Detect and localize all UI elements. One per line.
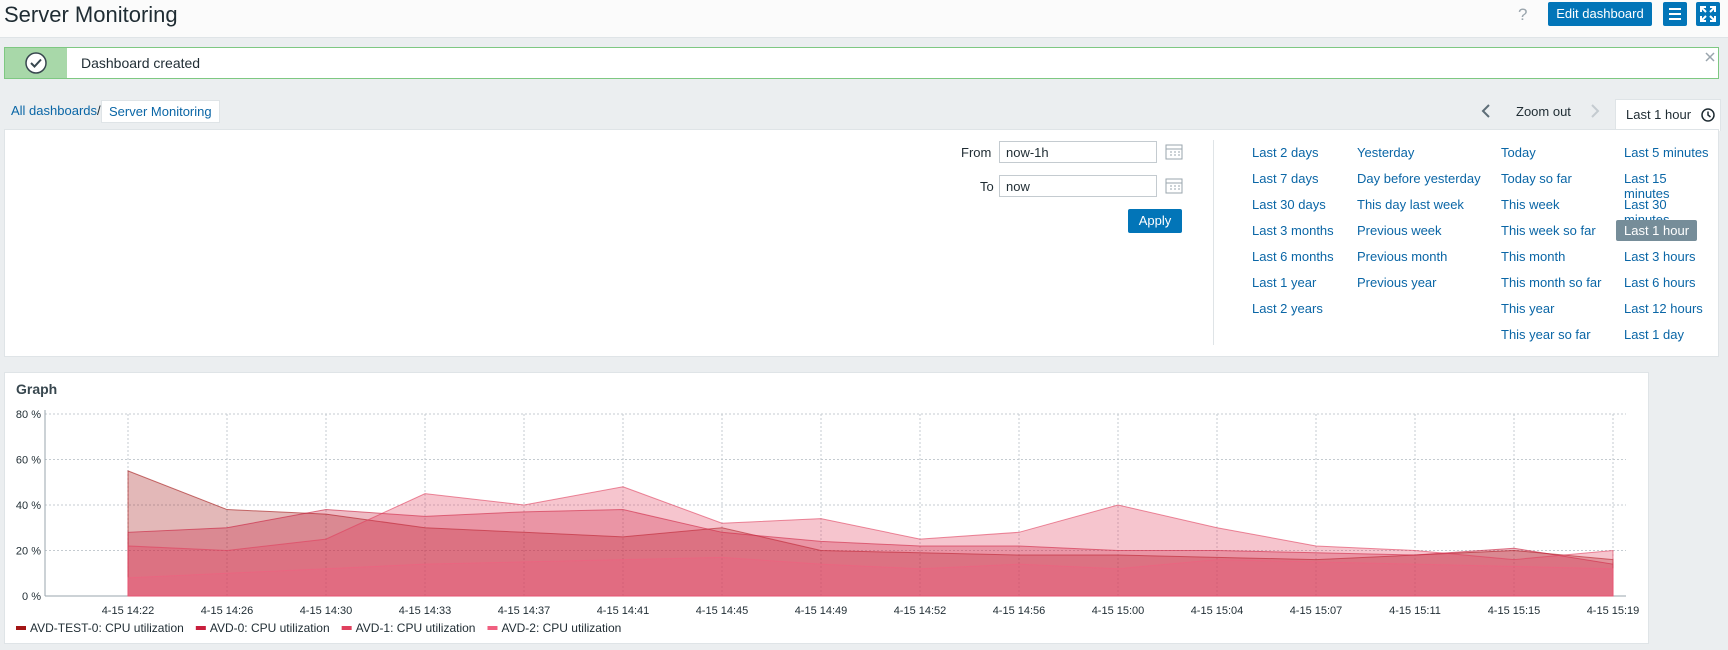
x-tick-label: 4-15 14:30	[300, 605, 353, 617]
from-label: From	[961, 145, 992, 160]
quick-range[interactable]: Last 1 hour	[1616, 220, 1698, 241]
quick-range[interactable]: Previous month	[1357, 249, 1448, 264]
quick-range[interactable]: Last 2 days	[1252, 145, 1319, 160]
page-title: Server Monitoring	[4, 2, 178, 27]
from-input[interactable]: now-1h	[999, 141, 1157, 163]
prev-period[interactable]	[1480, 103, 1492, 119]
quick-range[interactable]: This month	[1501, 249, 1566, 264]
quick-range[interactable]: Last 1 day	[1624, 327, 1684, 342]
header: Server Monitoring ? Edit dashboard	[0, 0, 1728, 38]
legend-label: AVD-TEST-0: CPU utilization	[30, 621, 184, 635]
x-tick-label: 4-15 14:33	[399, 605, 452, 617]
x-tick-label: 4-15 15:19	[1587, 605, 1640, 617]
x-tick-label: 4-15 15:07	[1290, 605, 1343, 617]
x-tick-label: 4-15 14:49	[795, 605, 848, 617]
breadcrumb-separator: /	[97, 103, 101, 118]
quick-range[interactable]: Last 3 hours	[1624, 249, 1696, 264]
quick-range[interactable]: Last 3 months	[1252, 223, 1334, 238]
quick-range[interactable]: Day before yesterday	[1357, 171, 1481, 186]
legend-swatch	[487, 626, 498, 630]
calendar-icon[interactable]	[1164, 176, 1184, 196]
y-tick-label: 0 %	[22, 591, 41, 603]
x-tick-label: 4-15 15:15	[1488, 605, 1541, 617]
legend-label: AVD-1: CPU utilization	[356, 621, 476, 635]
area	[127, 509, 1614, 597]
zoom-out[interactable]: Zoom out	[1516, 104, 1571, 119]
legend-swatch	[16, 626, 26, 630]
quick-range[interactable]: Previous week	[1357, 223, 1442, 238]
menu-button[interactable]	[1663, 2, 1687, 26]
breadcrumb[interactable]: All dashboards	[11, 103, 97, 118]
y-tick-label: 80 %	[16, 409, 41, 421]
y-tick-label: 40 %	[16, 500, 41, 512]
success-message: Dashboard created	[4, 47, 1719, 79]
quick-range[interactable]: Last 15 minutes	[1624, 171, 1670, 201]
quick-range[interactable]: Last 7 days	[1252, 171, 1319, 186]
breadcrumb[interactable]: Server Monitoring	[101, 100, 220, 123]
legend-label: AVD-0: CPU utilization	[210, 621, 330, 635]
success-icon	[5, 48, 67, 78]
quick-range[interactable]: Last 2 years	[1252, 301, 1323, 316]
x-tick-label: 4-15 14:26	[201, 605, 254, 617]
help[interactable]: ?	[1518, 5, 1528, 24]
divider	[1213, 140, 1214, 345]
calendar-icon[interactable]	[1164, 142, 1184, 162]
quick-range[interactable]: This year	[1501, 301, 1555, 316]
chart: 0 % 20 % 40 % 60 % 80 % 4-15 14:22 4-15 14:26 4…	[16, 409, 1640, 635]
apply-button[interactable]: Apply	[1128, 209, 1182, 233]
quick-range[interactable]: Last 5 minutes	[1624, 145, 1709, 160]
next-period	[1591, 104, 1600, 118]
to-input[interactable]: now	[999, 175, 1157, 197]
x-tick-label: 4-15 15:11	[1389, 605, 1441, 617]
x-tick-label: 4-15 14:41	[597, 605, 650, 617]
time-tab-label: Last 1 hour	[1626, 107, 1692, 122]
quick-range[interactable]: Yesterday	[1357, 145, 1415, 160]
quick-range[interactable]: This week	[1501, 197, 1560, 212]
y-tick-label: 20 %	[16, 546, 41, 558]
x-tick-label: 4-15 14:52	[894, 605, 947, 617]
quick-range[interactable]: Today so far	[1501, 171, 1572, 186]
area	[127, 486, 1614, 597]
area	[127, 470, 1614, 597]
x-tick-label: 4-15 15:00	[1092, 605, 1145, 617]
y-tick-label: 60 %	[16, 455, 41, 467]
quick-range[interactable]: Previous year	[1357, 275, 1437, 290]
message-text: Dashboard created	[81, 55, 201, 71]
time-tab[interactable]: Last 1 hour	[1615, 99, 1721, 131]
widget-title: Graph	[16, 381, 58, 397]
x-tick-label: 4-15 14:37	[498, 605, 551, 617]
clock-icon	[1701, 108, 1715, 122]
quick-range[interactable]: This week so far	[1501, 223, 1596, 238]
x-tick-label: 4-15 14:56	[993, 605, 1046, 617]
quick-range[interactable]: Last 6 months	[1252, 249, 1334, 264]
quick-range[interactable]: Last 30 days	[1252, 197, 1326, 212]
graph-widget: Graph 0 % 20 % 40 % 60 % 80 % 4-15 14:22 4-15 …	[4, 372, 1649, 644]
x-tick-label: 4-15 15:04	[1191, 605, 1244, 617]
to-label: To	[980, 179, 994, 194]
x-tick-label: 4-15 14:22	[102, 605, 155, 617]
legend-swatch	[195, 626, 206, 630]
quick-range[interactable]: This month so far	[1501, 275, 1602, 290]
edit-dashboard-button[interactable]: Edit dashboard	[1548, 2, 1652, 26]
quick-range[interactable]: Today	[1501, 145, 1536, 160]
close-message[interactable]	[1705, 52, 1715, 62]
quick-range[interactable]: This day last week	[1357, 197, 1464, 212]
quick-range[interactable]: Last 1 year	[1252, 275, 1317, 290]
x-tick-label: 4-15 14:45	[696, 605, 749, 617]
time-filter: From now-1h To now Apply Last 2 days Last…	[4, 129, 1719, 357]
quick-range[interactable]: Last 12 hours	[1624, 301, 1703, 316]
area	[127, 556, 1614, 597]
legend-swatch	[341, 626, 352, 630]
quick-range[interactable]: This year so far	[1501, 327, 1591, 342]
legend-label: AVD-2: CPU utilization	[501, 621, 621, 635]
fullscreen-button[interactable]	[1696, 2, 1720, 26]
quick-range[interactable]: Last 6 hours	[1624, 275, 1696, 290]
